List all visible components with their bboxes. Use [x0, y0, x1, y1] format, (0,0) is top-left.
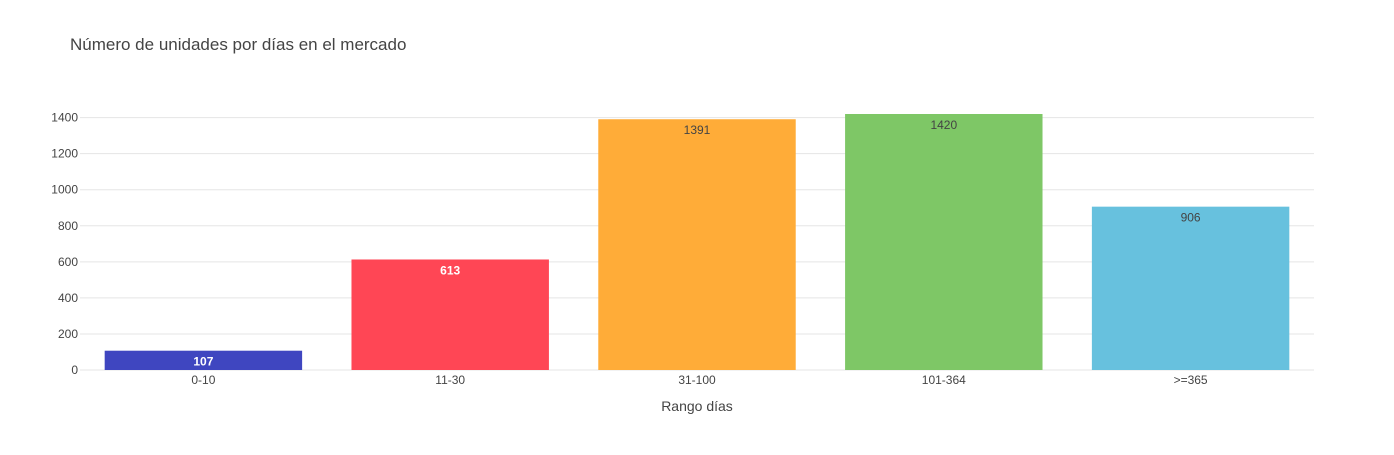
bar-value-label-1: 613 — [440, 263, 460, 277]
chart-title: Número de unidades por días en el mercad… — [70, 35, 406, 54]
bar-value-labels: 107 613 1391 1420 906 — [193, 118, 1201, 369]
x-tick-label-4: >=365 — [1174, 373, 1208, 387]
y-axis-ticks: 0 200 400 600 800 1000 1200 1400 — [51, 111, 78, 377]
bar-4[interactable] — [1091, 206, 1290, 370]
y-tick-label: 600 — [58, 255, 78, 269]
y-tick-label: 1200 — [51, 147, 78, 161]
x-axis-ticks: 0-10 11-30 31-100 101-364 >=365 — [191, 373, 1208, 387]
y-tick-label: 1400 — [51, 111, 78, 125]
y-tick-label: 0 — [71, 363, 78, 377]
y-tick-label: 1000 — [51, 183, 78, 197]
y-tick-label: 400 — [58, 291, 78, 305]
bar-3[interactable] — [845, 114, 1043, 370]
bar-value-label-0: 107 — [193, 355, 213, 369]
bars — [104, 114, 1290, 370]
y-tick-label: 200 — [58, 327, 78, 341]
bar-value-label-3: 1420 — [930, 118, 957, 132]
bar-2[interactable] — [598, 119, 796, 370]
bar-value-label-2: 1391 — [684, 123, 711, 137]
x-tick-label-1: 11-30 — [435, 373, 465, 387]
x-axis-title: Rango días — [661, 398, 733, 414]
x-tick-label-0: 0-10 — [191, 373, 215, 387]
bar-value-label-4: 906 — [1181, 211, 1201, 225]
y-tick-label: 800 — [58, 219, 78, 233]
bar-0[interactable] — [104, 350, 303, 370]
bar-1[interactable] — [351, 259, 549, 370]
x-tick-label-3: 101-364 — [922, 373, 966, 387]
x-tick-label-2: 31-100 — [678, 373, 716, 387]
